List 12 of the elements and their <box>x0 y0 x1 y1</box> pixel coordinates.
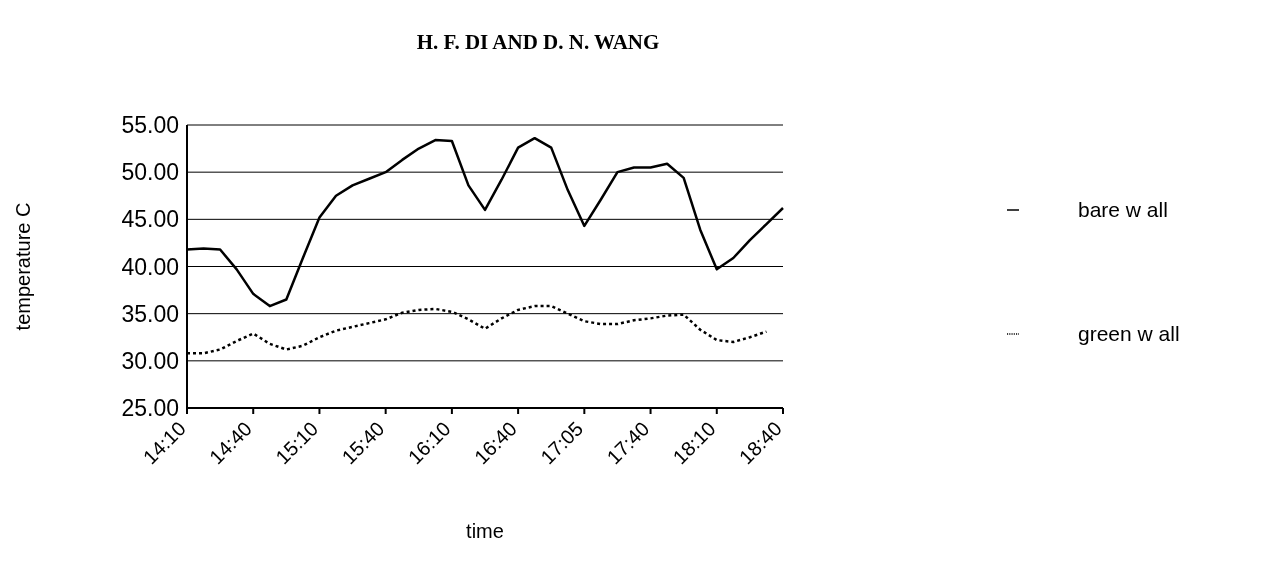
y-tick-label: 40.00 <box>121 253 179 280</box>
chart-title: H. F. DI AND D. N. WANG <box>415 30 661 55</box>
y-tick-label: 35.00 <box>121 300 179 327</box>
y-tick-label: 30.00 <box>121 348 179 374</box>
y-tick-label: 50.00 <box>121 159 179 186</box>
y-axis-title: temperature C <box>12 202 35 331</box>
text: bare w all <box>1078 198 1168 221</box>
y-tick-label: 45.00 <box>121 206 179 233</box>
y-tick-label: 55.00 <box>121 112 179 139</box>
y-tick-label: 25.00 <box>121 395 179 422</box>
x-axis-title: time <box>466 520 504 542</box>
text: green w all <box>1078 322 1180 345</box>
